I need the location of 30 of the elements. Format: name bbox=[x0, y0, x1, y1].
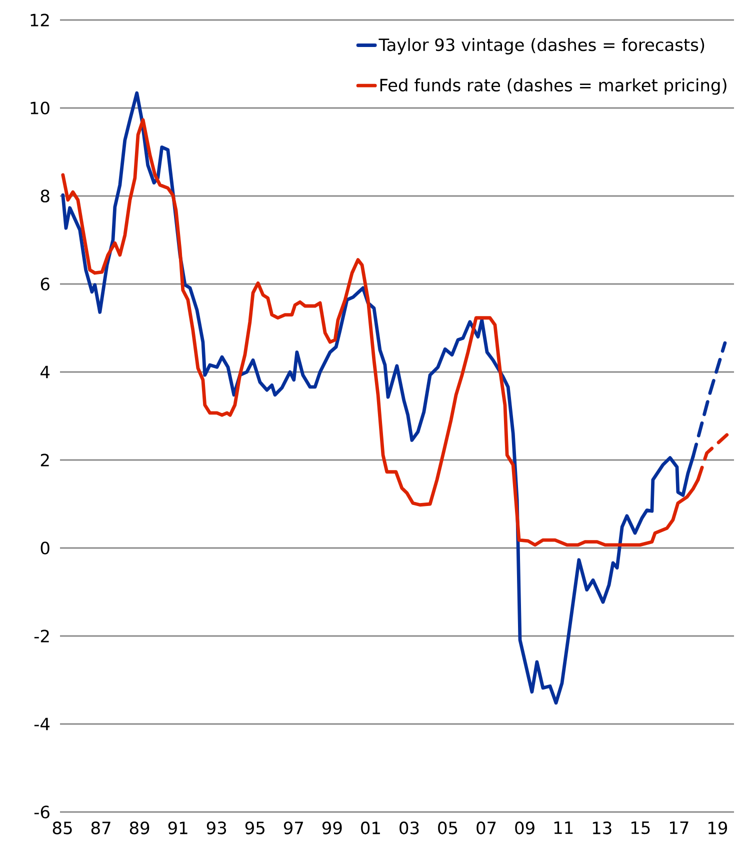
x-tick-label: 09 bbox=[515, 822, 534, 834]
y-tick-label: 4 bbox=[40, 366, 50, 378]
y-tick-label: 8 bbox=[40, 190, 50, 202]
legend-label: Fed funds rate (dashes = market pricing) bbox=[380, 78, 726, 95]
x-tick-label: 11 bbox=[554, 822, 573, 834]
legend-label: Taylor 93 vintage (dashes = forecasts) bbox=[378, 38, 704, 54]
x-tick-label: 17 bbox=[670, 822, 688, 834]
y-tick-label: -4 bbox=[34, 718, 50, 730]
x-tick-label: 15 bbox=[631, 822, 650, 834]
x-tick-label: 93 bbox=[206, 822, 226, 834]
x-tick-label: 91 bbox=[168, 822, 188, 834]
y-tick-label: 12 bbox=[30, 14, 49, 26]
x-tick-label: 07 bbox=[476, 822, 496, 834]
x-tick-label: 89 bbox=[130, 822, 150, 834]
x-tick-label: 05 bbox=[438, 822, 458, 834]
x-tick-label: 01 bbox=[361, 822, 380, 834]
y-tick-label: -6 bbox=[34, 806, 50, 818]
y-tick-label: 0 bbox=[40, 542, 50, 554]
x-tick-label: 85 bbox=[52, 822, 72, 834]
x-tick-label: 03 bbox=[400, 822, 419, 834]
y-tick-label: 10 bbox=[30, 102, 50, 114]
x-tick-label: 95 bbox=[245, 822, 264, 834]
x-tick-label: 19 bbox=[708, 822, 728, 834]
y-tick-label: 2 bbox=[40, 454, 49, 466]
y-tick-label: -2 bbox=[34, 630, 49, 642]
x-tick-label: 13 bbox=[592, 822, 612, 834]
x-tick-label: 99 bbox=[322, 822, 342, 834]
x-tick-label: 87 bbox=[91, 822, 110, 834]
x-tick-label: 97 bbox=[284, 822, 303, 834]
y-tick-label: 6 bbox=[40, 278, 50, 290]
